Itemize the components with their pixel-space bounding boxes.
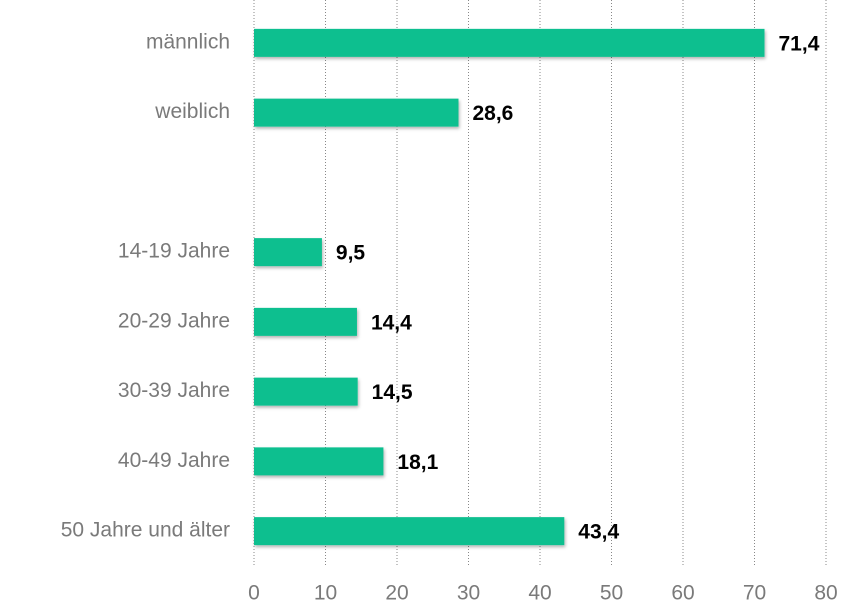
bar: [254, 98, 459, 127]
bar: [254, 377, 358, 406]
data-label: 14,5: [372, 381, 413, 404]
y-tick-label: 30-39 Jahre: [118, 379, 230, 402]
x-tick-label: 50: [600, 582, 623, 605]
x-tick-label: 70: [743, 582, 766, 605]
y-tick-label: 20-29 Jahre: [118, 309, 230, 332]
bar: [254, 238, 322, 267]
y-tick-label: 40-49 Jahre: [118, 449, 230, 472]
bar: [254, 307, 357, 336]
bar: [254, 447, 384, 476]
data-label: 14,4: [371, 311, 412, 334]
y-tick-label: 14-19 Jahre: [118, 240, 230, 263]
x-tick-label: 30: [457, 582, 480, 605]
x-tick-label: 60: [671, 582, 694, 605]
bar: [254, 517, 565, 546]
x-tick-label: 10: [314, 582, 337, 605]
data-label: 9,5: [336, 242, 366, 265]
x-tick-label: 0: [248, 582, 260, 605]
data-label: 28,6: [472, 102, 513, 125]
data-label: 43,4: [578, 521, 619, 544]
x-tick-label: 80: [814, 582, 837, 605]
x-tick-label: 40: [528, 582, 551, 605]
y-tick-label: männlich: [146, 30, 230, 53]
x-tick-label: 20: [385, 582, 408, 605]
data-label: 71,4: [779, 32, 820, 55]
y-tick-label: 50 Jahre und älter: [61, 519, 230, 542]
y-tick-label: weiblich: [154, 100, 230, 123]
bar: [254, 28, 765, 57]
data-label: 18,1: [397, 451, 438, 474]
